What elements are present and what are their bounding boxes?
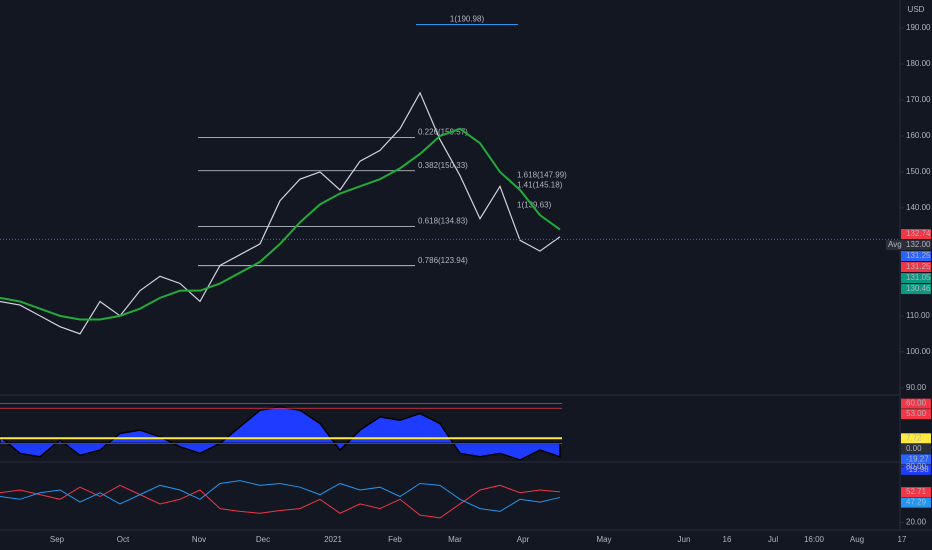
y-tick-label: 150.00 [906, 167, 931, 176]
oscillator-tag-label: 7.72 [906, 433, 922, 442]
x-tick-label: Jun [678, 535, 691, 544]
price-tag [901, 273, 931, 284]
price-tag-label: 131.05 [906, 273, 931, 282]
y-tick-label: 180.00 [906, 59, 931, 68]
x-tick-label: Mar [448, 535, 462, 544]
fib-label: 0.226(159.57) [418, 128, 468, 137]
price-line [0, 91, 561, 335]
oscillator-tag-label: 0.00 [906, 444, 922, 453]
dmi-tick-label: 80.00 [906, 462, 927, 471]
price-tag [901, 240, 931, 251]
y-tick-label: 160.00 [906, 131, 931, 140]
x-tick-label: Dec [256, 535, 270, 544]
dmi-line [0, 484, 561, 519]
x-tick-label: Oct [117, 535, 130, 544]
fib-label: 0.786(123.94) [418, 256, 468, 265]
avg-label: Avg [888, 240, 902, 249]
x-tick-label: May [596, 535, 611, 544]
fib-label: 0.618(134.83) [418, 217, 468, 226]
x-tick-label: Aug [850, 535, 864, 544]
dmi-tag [901, 487, 931, 498]
x-tick-label: Apr [517, 535, 530, 544]
x-tick-label: 2021 [324, 535, 342, 544]
oscillator-tag [901, 433, 931, 444]
oscillator-tag-label: 60.00 [906, 399, 927, 408]
fib-ext-label: 1(139.63) [517, 200, 552, 209]
y-tick-label: 140.00 [906, 203, 931, 212]
fib-ext-label: 1(190.98) [450, 15, 485, 24]
oscillator-tag [901, 443, 931, 454]
price-tag-label: 131.25 [906, 251, 931, 260]
oscillator-tag [901, 409, 931, 420]
price-tag [901, 229, 931, 240]
x-tick-label: Feb [388, 535, 402, 544]
price-tag [901, 262, 931, 273]
y-tick-label: 90.00 [906, 383, 927, 392]
price-tag-label: 132.74 [906, 229, 931, 238]
oscillator-tag-label: -19.98 [906, 465, 929, 474]
fib-label: 0.382(150.33) [418, 161, 468, 170]
y-tick-label: 170.00 [906, 95, 931, 104]
x-tick-label: Jul [768, 535, 778, 544]
price-line [0, 127, 561, 321]
price-tag-label: 132.00 [906, 240, 931, 249]
dmi-tag-label: 52.71 [906, 487, 927, 496]
x-tick-label: 16 [723, 535, 732, 544]
y-tick-label: 110.00 [906, 311, 930, 320]
y-tick-label: 100.00 [906, 347, 931, 356]
dmi-line [0, 480, 561, 512]
fib-ext-label: 1.618(147.99) [517, 170, 567, 179]
price-tag-label: 131.25 [906, 262, 931, 271]
price-tag [901, 251, 931, 262]
oscillator-tag [901, 464, 931, 475]
currency-label: USD [908, 5, 925, 14]
price-tag-label: 130.46 [906, 284, 931, 293]
dmi-tag [901, 497, 931, 508]
x-tick-label: 16:00 [804, 535, 825, 544]
oscillator-tag-label: -19.27 [906, 454, 929, 463]
x-tick-label: Nov [192, 535, 206, 544]
dmi-tick-label: 20.00 [906, 518, 927, 527]
oscillator-tag-label: 53.00 [906, 409, 927, 418]
oscillator-tag [901, 398, 931, 409]
x-tick-label: 17 [898, 535, 907, 544]
dmi-tag-label: 47.29 [906, 498, 927, 507]
price-tag [901, 284, 931, 295]
avg-tag [886, 240, 901, 251]
y-tick-label: 190.00 [906, 23, 931, 32]
x-tick-label: Sep [50, 535, 65, 544]
oscillator-tag [901, 454, 931, 465]
fib-ext-label: 1.41(145.18) [517, 180, 563, 189]
